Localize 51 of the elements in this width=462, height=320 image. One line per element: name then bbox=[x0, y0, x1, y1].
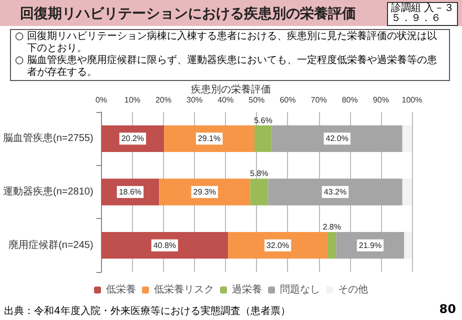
x-tick-label: 80% bbox=[342, 96, 358, 104]
legend-label: 問題なし bbox=[280, 284, 320, 296]
bar bbox=[101, 232, 228, 259]
bar bbox=[272, 125, 402, 152]
x-tick-label: 60% bbox=[280, 96, 296, 104]
data-label: 42.0% bbox=[326, 134, 348, 144]
bar bbox=[228, 232, 328, 259]
data-label: 18.6% bbox=[118, 188, 142, 196]
legend-label: その他 bbox=[338, 284, 368, 296]
data-label: 21.9% bbox=[358, 240, 382, 250]
y-tick-label: 脳血管疾患(n=2755) bbox=[2, 132, 94, 144]
data-label: 43.2% bbox=[324, 188, 347, 196]
bar bbox=[164, 125, 254, 152]
chart-title: 回復期リハビリテーションにおける疾患別の栄養評価 bbox=[20, 5, 356, 23]
x-tick-label: 30% bbox=[186, 96, 203, 104]
bar bbox=[159, 178, 250, 206]
text: ５．９．６ bbox=[390, 13, 442, 24]
y-tick-label: 運動器疾患(n=2810) bbox=[2, 186, 94, 198]
legend-label: 過栄養 bbox=[232, 284, 262, 296]
data-label: 20.2% bbox=[121, 134, 144, 144]
bar bbox=[402, 125, 412, 152]
x-tick-label: 40% bbox=[218, 96, 234, 104]
x-tick-label: 70% bbox=[310, 96, 327, 104]
x-tick-label: 20% bbox=[155, 96, 172, 104]
data-label: 29.1% bbox=[198, 134, 221, 144]
y-tick-label: 廃用症候群(n=245) bbox=[8, 238, 94, 251]
bar bbox=[254, 125, 272, 152]
x-tick-label: 0% bbox=[96, 96, 108, 104]
legend-label: 低栄養リスク bbox=[154, 284, 214, 296]
chart-subtitle: 疾患別の栄養評価 bbox=[191, 84, 271, 96]
data-label: 40.8% bbox=[153, 240, 176, 250]
data-label: 5.8% bbox=[250, 169, 268, 178]
x-tick-label: 90% bbox=[372, 96, 389, 104]
bar bbox=[268, 178, 402, 206]
bar bbox=[404, 232, 412, 259]
data-label: 32.0% bbox=[266, 240, 290, 250]
bar bbox=[402, 178, 412, 206]
data-label: 2.8% bbox=[322, 222, 341, 232]
bar bbox=[327, 232, 336, 259]
x-tick-label: 50% bbox=[248, 96, 265, 104]
data-label: 5.6% bbox=[254, 116, 272, 125]
data-label: 29.3% bbox=[193, 188, 216, 196]
text: ○ 脳血管疾患や廃用症候群に限らず、運動器疾患においても、一定程度低栄養や過栄養等の患者が存在する。 bbox=[15, 55, 438, 79]
text: ○ 回復期リハビリテーション病棟に入棟する患者における、疾患別に見た栄養評価の状況は以下のとおり。 bbox=[15, 31, 438, 54]
text: 80 bbox=[439, 302, 456, 316]
source-note: 出典：令和4年度入院・外来医療等における実態調査（患者票） bbox=[4, 304, 290, 318]
bar bbox=[250, 178, 268, 206]
text: 診調組 入－３ bbox=[390, 3, 454, 14]
legend-label: 低栄養 bbox=[106, 284, 136, 296]
x-tick-label: 10% bbox=[124, 96, 140, 104]
x-tick-label: 100% bbox=[402, 96, 422, 104]
